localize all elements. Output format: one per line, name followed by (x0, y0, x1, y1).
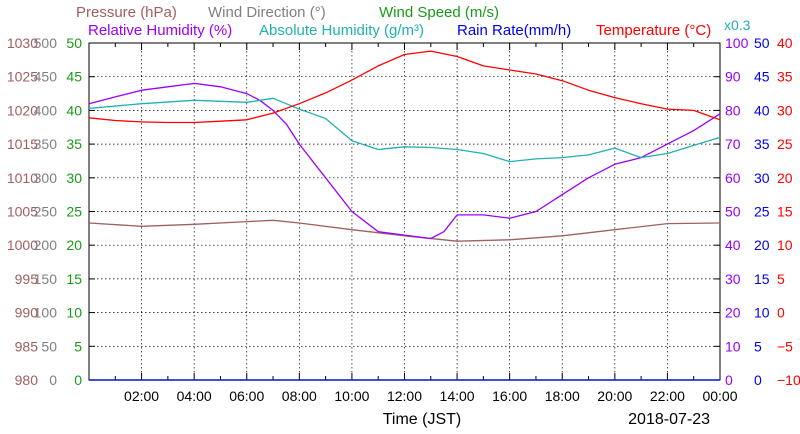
axes: 02:00 04:00 06:00 08:00 10:00 12:00 14:00 16:00… (7, 35, 800, 404)
y-tick-label-rain-rate: 50 (754, 35, 770, 51)
y-tick-label-wind-speed: 45 (66, 69, 82, 85)
y-tick-label-relative-humidity: 90 (725, 69, 741, 85)
y-tick-label-rain-rate: 25 (754, 204, 770, 220)
y-tick-label-wind-speed: 25 (66, 204, 82, 220)
y-tick-label-temperature: −10 (777, 372, 800, 388)
y-tick-label-pressure: 990 (15, 305, 39, 321)
x-tick-label: 06:00 (229, 388, 264, 404)
y-tick-label-wind-direction: 100 (34, 305, 58, 321)
series-line-pressure-hpa (88, 219, 721, 242)
y-tick-label-wind-direction: 150 (34, 271, 58, 287)
y-tick-label-rain-rate: 30 (754, 170, 770, 186)
y-tick-label-wind-direction: 500 (34, 35, 58, 51)
y-tick-label-wind-speed: 5 (74, 338, 82, 354)
x-axis-label: Time (JST) (383, 411, 462, 428)
x-tick-label: 08:00 (282, 388, 317, 404)
y-tick-label-temperature: 35 (777, 69, 793, 85)
y-tick-label-temperature: −5 (777, 338, 793, 354)
y-tick-label-rain-rate: 45 (754, 69, 770, 85)
y-tick-label-pressure: 1010 (7, 170, 38, 186)
legend-relative-humidity: Relative Humidity (%) (88, 22, 232, 39)
y-tick-label-wind-speed: 50 (66, 35, 82, 51)
x-tick-label: 00:00 (702, 388, 737, 404)
y-tick-label-wind-direction: 0 (49, 372, 57, 388)
y-tick-label-wind-speed: 15 (66, 271, 82, 287)
y-tick-label-wind-speed: 0 (74, 372, 82, 388)
y-tick-label-wind-speed: 35 (66, 136, 82, 152)
y-tick-label-relative-humidity: 0 (725, 372, 733, 388)
series-line-relative-humidity (88, 82, 721, 240)
grid (89, 43, 720, 380)
x-tick-label: 14:00 (440, 388, 475, 404)
x-tick-label: 10:00 (334, 388, 369, 404)
y-tick-label-relative-humidity: 100 (725, 35, 749, 51)
y-tick-label-wind-speed: 20 (66, 237, 82, 253)
y-tick-label-pressure: 1020 (7, 102, 38, 118)
y-tick-label-wind-direction: 250 (34, 204, 58, 220)
y-tick-label-temperature: 10 (777, 237, 793, 253)
y-tick-label-temperature: 15 (777, 204, 793, 220)
legend-wind-direction: Wind Direction (°) (208, 4, 326, 21)
series-line-absolute-humidity-g-m (88, 97, 721, 163)
y-tick-label-rain-rate: 40 (754, 102, 770, 118)
y-tick-label-wind-direction: 350 (34, 136, 58, 152)
x-tick-label: 04:00 (177, 388, 212, 404)
y-tick-label-pressure: 980 (15, 372, 39, 388)
y-tick-label-rain-rate: 10 (754, 305, 770, 321)
x-tick-label: 18:00 (545, 388, 580, 404)
series (88, 50, 721, 381)
x-tick-label: 12:00 (387, 388, 422, 404)
y-tick-label-pressure: 1015 (7, 136, 38, 152)
y-tick-label-temperature: 0 (777, 305, 785, 321)
y-tick-label-wind-speed: 30 (66, 170, 82, 186)
y-tick-label-relative-humidity: 10 (725, 338, 741, 354)
x-tick-label: 02:00 (124, 388, 159, 404)
y-tick-label-wind-direction: 300 (34, 170, 58, 186)
x-tick-label: 22:00 (650, 388, 685, 404)
chart-date: 2018-07-23 (628, 411, 710, 428)
y-tick-label-relative-humidity: 20 (725, 305, 741, 321)
y-tick-label-relative-humidity: 70 (725, 136, 741, 152)
series-line-temperature-c (88, 50, 721, 124)
y-tick-label-pressure: 1025 (7, 69, 38, 85)
legend-temperature: Temperature (°C) (596, 22, 711, 39)
y-tick-label-pressure: 985 (15, 338, 39, 354)
legend-pressure: Pressure (hPa) (76, 4, 177, 21)
y-tick-label-rain-rate: 0 (754, 372, 762, 388)
y-tick-label-rain-rate: 35 (754, 136, 770, 152)
y-tick-label-wind-direction: 50 (41, 338, 57, 354)
y-tick-label-wind-speed: 10 (66, 305, 82, 321)
y-tick-label-wind-direction: 450 (34, 69, 58, 85)
y-tick-label-wind-direction: 400 (34, 102, 58, 118)
y-tick-label-relative-humidity: 30 (725, 271, 741, 287)
legend: Pressure (hPa) Wind Direction (°) Wind S… (76, 4, 751, 39)
legend-rain-rate: Rain Rate(mm/h) (457, 22, 571, 39)
y-tick-label-temperature: 5 (777, 271, 785, 287)
y-tick-label-rain-rate: 5 (754, 338, 762, 354)
y-tick-label-pressure: 995 (15, 271, 39, 287)
x-tick-label: 20:00 (597, 388, 632, 404)
y-tick-label-relative-humidity: 80 (725, 102, 741, 118)
y-tick-label-rain-rate: 20 (754, 237, 770, 253)
y-tick-label-pressure: 1000 (7, 237, 38, 253)
legend-absolute-humidity: Absolute Humidity (g/m³) (259, 22, 424, 39)
x-tick-label: 16:00 (492, 388, 527, 404)
y-tick-label-pressure: 1030 (7, 35, 38, 51)
y-tick-label-temperature: 40 (777, 35, 793, 51)
y-tick-label-rain-rate: 15 (754, 271, 770, 287)
y-tick-label-wind-direction: 200 (34, 237, 58, 253)
multiplier-note: x0.3 (724, 17, 751, 33)
y-tick-label-relative-humidity: 50 (725, 204, 741, 220)
y-tick-label-pressure: 1005 (7, 204, 38, 220)
y-tick-label-temperature: 25 (777, 136, 793, 152)
y-tick-label-relative-humidity: 60 (725, 170, 741, 186)
y-tick-label-wind-speed: 40 (66, 102, 82, 118)
y-tick-label-temperature: 20 (777, 170, 793, 186)
y-tick-label-temperature: 30 (777, 102, 793, 118)
y-tick-label-relative-humidity: 40 (725, 237, 741, 253)
legend-wind-speed: Wind Speed (m/s) (379, 4, 499, 21)
